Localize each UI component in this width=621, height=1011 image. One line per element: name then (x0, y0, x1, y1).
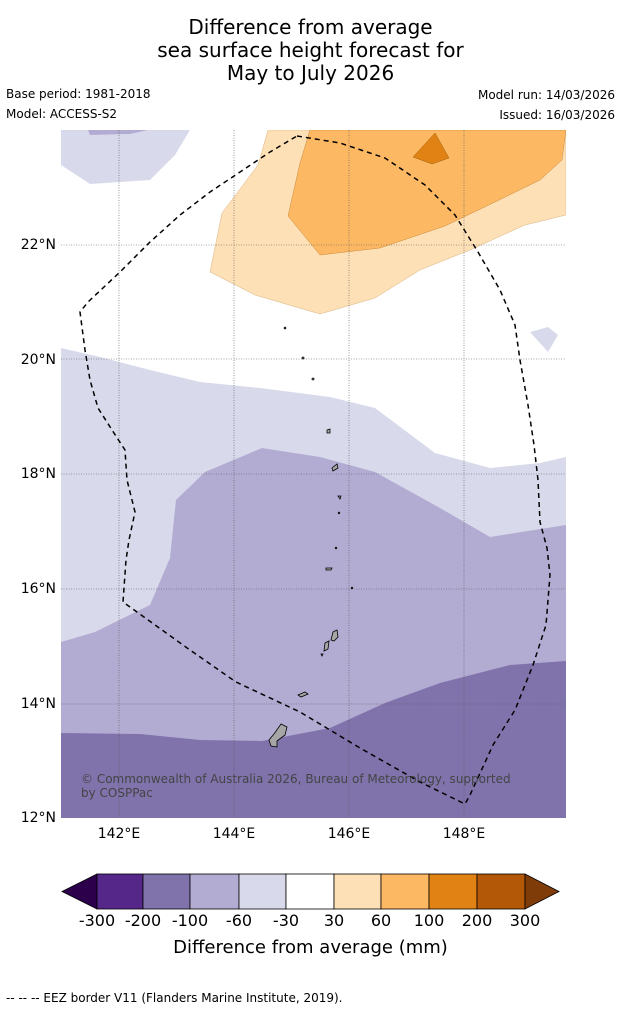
anomaly-patch-n60-n30-nw (61, 130, 190, 184)
colorbar-tick: 60 (370, 911, 392, 930)
colorbar-swatch-n30-30 (285, 873, 335, 910)
colorbar-tick: 300 (509, 911, 541, 930)
colorbar-swatch-n300-n200 (96, 873, 144, 910)
model-run-label: Model run: 14/03/2026 (477, 88, 615, 102)
lat-tick-18n: 18°N (20, 466, 56, 482)
island-asuncion (311, 377, 315, 381)
eez-border (79, 135, 551, 805)
colorbar-tick: -30 (272, 911, 300, 930)
island-farallon-de-pajaros (283, 326, 287, 330)
island-farallon-de-medinilla (350, 586, 354, 590)
island-rota (297, 691, 309, 698)
lat-tick-22n: 22°N (20, 237, 56, 253)
graticule (61, 130, 566, 818)
eez-legend-note: -- -- -- EEZ border V11 (Flanders Marine… (6, 991, 343, 1005)
island-pagan (331, 463, 339, 472)
colorbar-tick: -60 (225, 911, 253, 930)
island-aguijan (320, 653, 324, 657)
colorbar-swatch-p200-300 (476, 873, 526, 910)
mariana-islands (268, 326, 354, 748)
colorbar-tick: 200 (461, 911, 493, 930)
anomaly-patch-p100-p200 (412, 132, 450, 165)
colorbar-swatch-n100-n60 (189, 873, 240, 910)
copyright-notice: © Commonwealth of Australia 2026, Bureau… (81, 772, 511, 800)
title-line-1: Difference from average (188, 15, 433, 39)
island-saipan (330, 629, 339, 642)
anomaly-band-p60-p100 (287, 130, 566, 256)
island-alamagan (337, 495, 342, 500)
colorbar-label: Difference from average (mm) (173, 937, 448, 958)
lon-tick-148e: 148°E (442, 826, 486, 842)
colorbar-tick: -300 (78, 911, 116, 930)
anomaly-patch-n60-n30-east (530, 327, 558, 352)
colorbar-swatch-p60-100 (380, 873, 430, 910)
issued-label: Issued: 16/03/2026 (499, 108, 615, 122)
colorbar-extend-low (61, 873, 98, 910)
colorbar-tick: -200 (124, 911, 162, 930)
anomaly-band-n200-n100 (61, 661, 566, 818)
lat-tick-14n: 14°N (20, 696, 56, 712)
lat-tick-16n: 16°N (20, 581, 56, 597)
title-line-3: May to July 2026 (226, 61, 395, 85)
colorbar-swatch-p30-60 (333, 873, 382, 910)
anomaly-patch-n100-n60-nw (88, 130, 148, 135)
island-guam (268, 723, 288, 748)
colorbar-swatch-n60-n30 (238, 873, 287, 910)
colorbar-tick: -100 (171, 911, 209, 930)
colorbar-tick: 100 (413, 911, 445, 930)
colorbar-extend-high (524, 873, 560, 910)
colorbar-tick: 30 (323, 911, 345, 930)
colorbar-swatch-p100-200 (428, 873, 478, 910)
lat-tick-20n: 20°N (20, 352, 56, 368)
lat-tick-12n: 12°N (20, 810, 56, 826)
island-tinian (323, 640, 330, 652)
lon-tick-146e: 146°E (327, 826, 371, 842)
island-anatahan (325, 567, 333, 571)
lon-tick-144e: 144°E (212, 826, 256, 842)
colorbar-swatch-n200-n100 (142, 873, 191, 910)
island-sarigan (334, 546, 338, 550)
lon-tick-142e: 142°E (97, 826, 141, 842)
island-agrihan (326, 428, 331, 434)
model-label: Model: ACCESS-S2 (6, 107, 118, 121)
island-maug (301, 356, 305, 360)
title-line-2: sea surface height forecast for (157, 38, 464, 62)
base-period-label: Base period: 1981-2018 (6, 87, 151, 101)
chart-title: Difference from average sea surface heig… (0, 16, 621, 85)
colorbar-swatches (61, 873, 560, 910)
island-guguan (337, 511, 341, 515)
